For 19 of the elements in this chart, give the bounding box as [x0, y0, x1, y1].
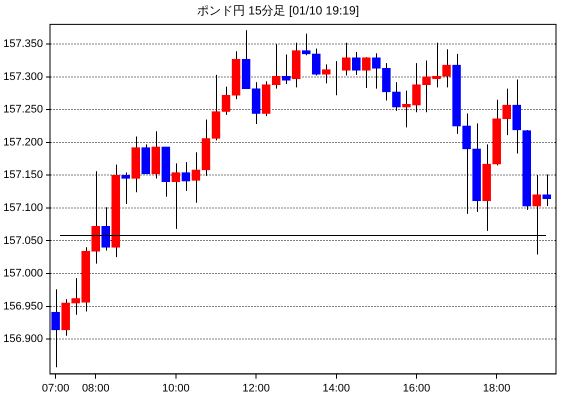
chart-title: ポンド円 15分足 [01/10 19:19]	[196, 4, 360, 18]
x-tick-label: 14:00	[322, 382, 350, 394]
y-tick-label: 157.300	[3, 70, 43, 83]
y-tick-label: 157.150	[3, 169, 43, 182]
y-tick-label: 157.050	[3, 234, 43, 247]
y-tick-label: 157.200	[3, 136, 43, 148]
y-tick-label: 156.900	[3, 333, 43, 346]
y-tick-label: 157.350	[3, 38, 43, 50]
y-tick-label: 157.250	[3, 104, 43, 116]
y-tick-label: 157.100	[3, 202, 43, 214]
y-tick-label: 157.000	[3, 268, 43, 280]
y-tick-label: 156.950	[3, 300, 43, 312]
x-tick-label: 10:00	[162, 382, 190, 394]
x-tick-label: 07:00	[42, 382, 70, 394]
x-tick-label: 08:00	[82, 382, 110, 394]
x-tick-label: 12:00	[242, 382, 270, 394]
candlestick	[312, 48, 321, 76]
x-tick-label: 16:00	[402, 382, 430, 394]
x-tick-label: 18:00	[482, 382, 510, 394]
